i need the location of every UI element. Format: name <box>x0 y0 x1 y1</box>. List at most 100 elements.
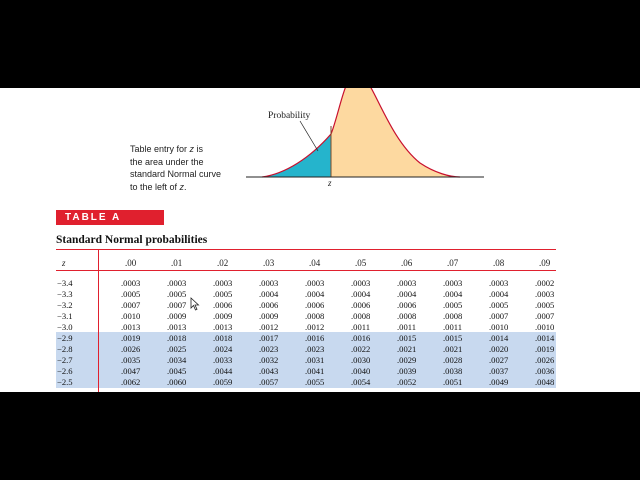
probability-cell: .0057 <box>259 377 279 387</box>
mouse-pointer-icon <box>190 297 200 311</box>
probability-cell: .0007 <box>535 311 555 321</box>
probability-cell: .0028 <box>443 355 463 365</box>
probability-cell: .0004 <box>305 289 325 299</box>
probability-cell: .0006 <box>213 300 233 310</box>
probability-cell: .0052 <box>397 377 417 387</box>
z-value-cell: −2.7 <box>57 355 73 365</box>
probability-cell: .0003 <box>259 278 279 288</box>
probability-cell: .0031 <box>305 355 325 365</box>
table-tag-label: TABLE A <box>65 212 122 223</box>
probability-cell: .0005 <box>121 289 141 299</box>
probability-cell: .0012 <box>305 322 325 332</box>
table-header-rule <box>56 270 556 271</box>
probability-cell: .0037 <box>489 366 509 376</box>
table-top-rule <box>56 249 556 250</box>
probability-cell: .0004 <box>443 289 463 299</box>
probability-cell: .0022 <box>351 344 371 354</box>
probability-cell: .0006 <box>259 300 279 310</box>
probability-cell: .0003 <box>121 278 141 288</box>
z-value-cell: −2.6 <box>57 366 73 376</box>
probability-cell: .0013 <box>213 322 233 332</box>
probability-cell: .0059 <box>213 377 233 387</box>
probability-cell: .0026 <box>121 344 141 354</box>
probability-cell: .0003 <box>167 278 187 288</box>
probability-cell: .0009 <box>167 311 187 321</box>
probability-cell: .0006 <box>397 300 417 310</box>
probability-cell: .0013 <box>167 322 187 332</box>
z-value-cell: −3.2 <box>57 300 73 310</box>
probability-cell: .0009 <box>259 311 279 321</box>
probability-cell: .0055 <box>305 377 325 387</box>
probability-cell: .0004 <box>259 289 279 299</box>
probability-cell: .0038 <box>443 366 463 376</box>
probability-cell: .0062 <box>121 377 141 387</box>
probability-cell: .0008 <box>305 311 325 321</box>
z-value-cell: −3.3 <box>57 289 73 299</box>
probability-cell: .0025 <box>167 344 187 354</box>
figure-caption: Table entry for z is the area under the … <box>130 144 222 192</box>
probability-cell: .0027 <box>489 355 509 365</box>
probability-cell: .0017 <box>259 333 279 343</box>
z-value-cell: −3.1 <box>57 311 73 321</box>
probability-cell: .0007 <box>167 300 187 310</box>
probability-cell: .0039 <box>397 366 417 376</box>
column-header: .06 <box>401 258 413 268</box>
z-axis-label: z <box>327 178 332 188</box>
probability-cell: .0032 <box>259 355 279 365</box>
probability-cell: .0014 <box>535 333 555 343</box>
probability-cell: .0010 <box>535 322 555 332</box>
probability-cell: .0010 <box>489 322 509 332</box>
probability-cell: .0045 <box>167 366 187 376</box>
probability-cell: .0003 <box>535 289 555 299</box>
probability-cell: .0003 <box>443 278 463 288</box>
probability-pointer <box>299 120 319 152</box>
probability-cell: .0008 <box>397 311 417 321</box>
probability-cell: .0008 <box>443 311 463 321</box>
probability-cell: .0005 <box>535 300 555 310</box>
probability-cell: .0060 <box>167 377 187 387</box>
z-value-cell: −2.9 <box>57 333 73 343</box>
probability-cell: .0044 <box>213 366 233 376</box>
probability-cell: .0004 <box>489 289 509 299</box>
column-header: .01 <box>171 258 183 268</box>
probability-cell: .0005 <box>443 300 463 310</box>
probability-cell: .0003 <box>351 278 371 288</box>
probability-cell: .0033 <box>213 355 233 365</box>
probability-cell: .0005 <box>167 289 187 299</box>
probability-cell: .0003 <box>397 278 417 288</box>
table-tag: TABLE A <box>56 210 164 225</box>
probability-cell: .0048 <box>535 377 555 387</box>
probability-cell: .0018 <box>167 333 187 343</box>
probability-cell: .0019 <box>121 333 141 343</box>
probability-cell: .0016 <box>351 333 371 343</box>
probability-cell: .0006 <box>351 300 371 310</box>
column-header: .05 <box>355 258 367 268</box>
probability-cell: .0012 <box>259 322 279 332</box>
probability-cell: .0018 <box>213 333 233 343</box>
z-column-header: z <box>62 258 66 268</box>
probability-cell: .0003 <box>213 278 233 288</box>
probability-cell: .0049 <box>489 377 509 387</box>
z-value-cell: −3.4 <box>57 278 73 288</box>
probability-cell: .0010 <box>121 311 141 321</box>
probability-cell: .0043 <box>259 366 279 376</box>
column-header: .02 <box>217 258 229 268</box>
column-header: .07 <box>447 258 459 268</box>
probability-cell: .0023 <box>305 344 325 354</box>
probability-cell: .0021 <box>443 344 463 354</box>
probability-cell: .0040 <box>351 366 371 376</box>
probability-cell: .0008 <box>351 311 371 321</box>
probability-cell: .0004 <box>351 289 371 299</box>
probability-cell: .0015 <box>397 333 417 343</box>
probability-cell: .0016 <box>305 333 325 343</box>
probability-cell: .0023 <box>259 344 279 354</box>
z-value-cell: −2.5 <box>57 377 73 387</box>
probability-cell: .0024 <box>213 344 233 354</box>
probability-cell: .0035 <box>121 355 141 365</box>
column-header: .09 <box>539 258 551 268</box>
probability-cell: .0019 <box>535 344 555 354</box>
probability-cell: .0030 <box>351 355 371 365</box>
probability-cell: .0041 <box>305 366 325 376</box>
probability-cell: .0011 <box>397 322 417 332</box>
column-header: .04 <box>309 258 321 268</box>
